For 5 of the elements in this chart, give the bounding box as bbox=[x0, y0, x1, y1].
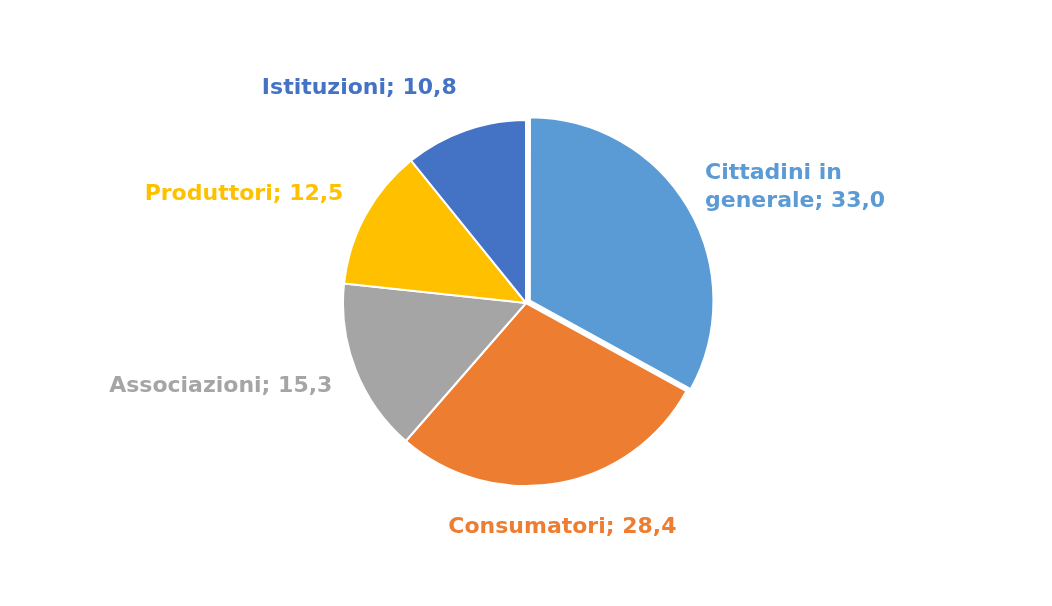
slice-label: Associazioni; 15,3 bbox=[109, 371, 333, 397]
slice-label: Produttori; 12,5 bbox=[144, 179, 344, 205]
slice-label: Consumatori; 28,4 bbox=[448, 513, 677, 539]
slice-label: Istituzioni; 10,8 bbox=[261, 73, 457, 99]
slice-label: Cittadini in generale; 33,0 bbox=[705, 158, 886, 212]
